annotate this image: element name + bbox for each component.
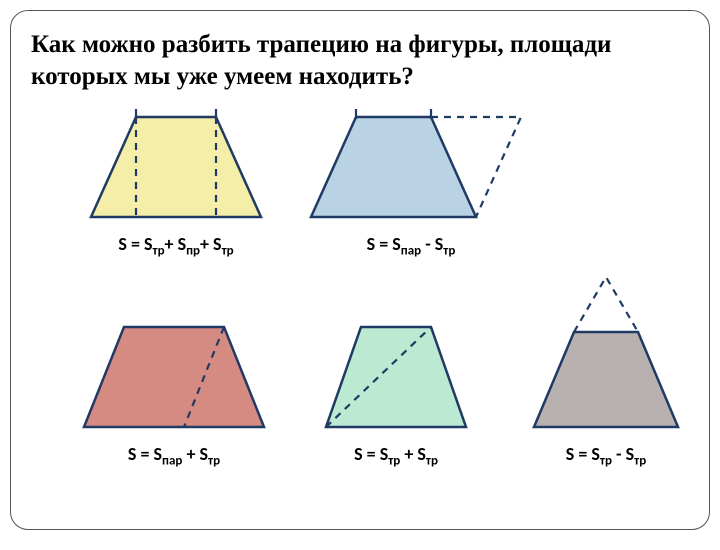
trapezoid-rect-split bbox=[76, 107, 276, 227]
figure-b-caption: S = Sпар - Sтр bbox=[367, 233, 456, 259]
slide-title: Как можно разбить трапецию на фигуры, пл… bbox=[31, 29, 689, 93]
figure-e: S = Sтр - Sтр bbox=[516, 272, 696, 469]
figure-d: S = Sтр + Sтр bbox=[306, 317, 486, 469]
trapezoid-parallelogram-plus-triangle bbox=[69, 317, 279, 437]
trapezoid-triangle-minus-triangle bbox=[516, 272, 696, 437]
figure-a: S = Sтр+ Sпр+ Sтр bbox=[76, 107, 276, 259]
figure-b: S = Sпар - Sтр bbox=[296, 107, 526, 259]
slide-frame: Как можно разбить трапецию на фигуры, пл… bbox=[10, 10, 710, 530]
figure-e-caption: S = Sтр - Sтр bbox=[566, 443, 646, 469]
diagrams-area: S = Sтр+ Sпр+ Sтр S = Sпар - Sтр S = Sпа… bbox=[31, 107, 689, 517]
figure-d-caption: S = Sтр + Sтр bbox=[354, 443, 438, 469]
trapezoid-parallelogram-cut bbox=[296, 107, 526, 227]
trapezoid-two-triangles bbox=[306, 317, 486, 437]
figure-c-caption: S = Sпар + Sтр bbox=[128, 443, 220, 469]
figure-c: S = Sпар + Sтр bbox=[69, 317, 279, 469]
figure-a-caption: S = Sтр+ Sпр+ Sтр bbox=[118, 233, 233, 259]
